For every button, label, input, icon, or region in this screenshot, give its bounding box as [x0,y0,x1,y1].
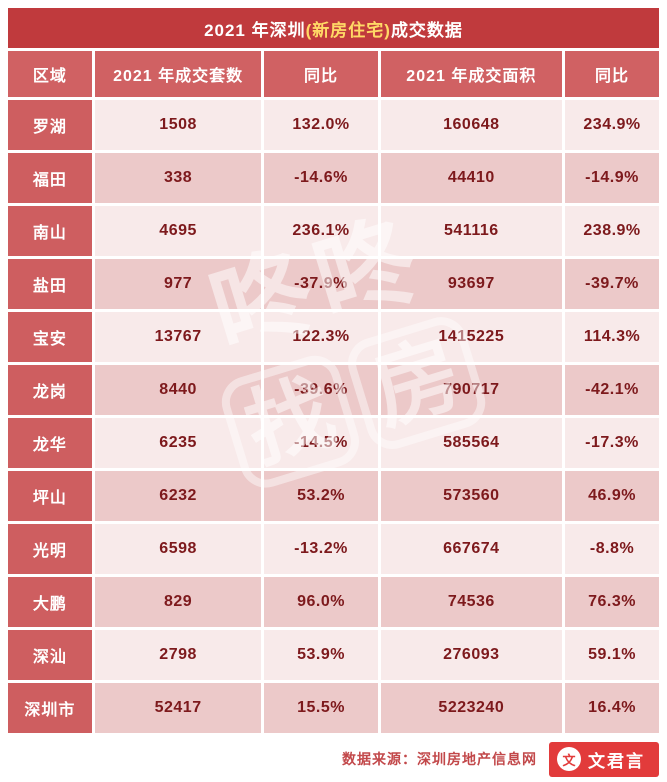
region-cell: 罗湖 [8,100,92,150]
area-yoy-cell: 46.9% [565,471,659,521]
region-cell: 宝安 [8,312,92,362]
area-cell: 790717 [380,365,563,415]
units-yoy-cell: 96.0% [264,577,378,627]
units-cell: 977 [94,259,262,309]
area-yoy-cell: 76.3% [565,577,659,627]
area-yoy-cell: 238.9% [565,206,659,256]
units-yoy-cell: -13.2% [264,524,378,574]
region-cell: 坪山 [8,471,92,521]
area-yoy-cell: 16.4% [565,683,659,733]
units-yoy-cell: -14.5% [264,418,378,468]
area-yoy-cell: -17.3% [565,418,659,468]
column-header-units: 2021 年成交套数 [94,51,262,97]
units-cell: 52417 [94,683,262,733]
region-cell: 盐田 [8,259,92,309]
author-logo-icon: 文 [557,747,581,771]
units-yoy-cell: -37.9% [264,259,378,309]
units-yoy-cell: 236.1% [264,206,378,256]
units-cell: 829 [94,577,262,627]
area-cell: 5223240 [380,683,563,733]
units-cell: 6232 [94,471,262,521]
data-source-label: 数据来源： [342,751,417,767]
area-cell: 1415225 [380,312,563,362]
area-cell: 276093 [380,630,563,680]
units-cell: 6235 [94,418,262,468]
region-cell: 龙华 [8,418,92,468]
area-yoy-cell: -42.1% [565,365,659,415]
region-cell: 深圳市 [8,683,92,733]
column-header-region: 区域 [8,51,92,97]
title-highlight: (新房住宅) [305,20,391,40]
units-cell: 13767 [94,312,262,362]
units-yoy-cell: 122.3% [264,312,378,362]
region-cell: 大鹏 [8,577,92,627]
region-cell: 南山 [8,206,92,256]
area-yoy-cell: -8.8% [565,524,659,574]
units-cell: 4695 [94,206,262,256]
area-yoy-cell: 234.9% [565,100,659,150]
area-cell: 585564 [380,418,563,468]
area-cell: 667674 [380,524,563,574]
author-name: 文君言 [588,751,645,771]
column-header-units-yoy: 同比 [264,51,378,97]
units-cell: 6598 [94,524,262,574]
region-cell: 光明 [8,524,92,574]
data-source-name: 深圳房地产信息网 [417,751,537,767]
area-cell: 573560 [380,471,563,521]
poster: 2021 年深圳 (新房住宅) 成交数据 区域 2021 年成交套数 同比 2021… [8,0,659,779]
data-grid: 区域 2021 年成交套数 同比 2021 年成交面积 同比 罗湖 1508 1… [8,51,659,733]
area-cell: 44410 [380,153,563,203]
title-suffix: 成交数据 [390,20,463,40]
area-yoy-cell: 59.1% [565,630,659,680]
area-cell: 160648 [380,100,563,150]
units-yoy-cell: 53.9% [264,630,378,680]
units-yoy-cell: 132.0% [264,100,378,150]
area-yoy-cell: -14.9% [565,153,659,203]
area-yoy-cell: 114.3% [565,312,659,362]
column-header-area-yoy: 同比 [565,51,659,97]
area-cell: 541116 [380,206,563,256]
area-cell: 93697 [380,259,563,309]
data-source: 数据来源：深圳房地产信息网 [342,749,537,769]
units-cell: 8440 [94,365,262,415]
units-yoy-cell: 53.2% [264,471,378,521]
units-yoy-cell: -39.6% [264,365,378,415]
units-yoy-cell: 15.5% [264,683,378,733]
region-cell: 深汕 [8,630,92,680]
author-badge: 文 文君言 [549,741,659,777]
units-cell: 1508 [94,100,262,150]
area-yoy-cell: -39.7% [565,259,659,309]
units-cell: 2798 [94,630,262,680]
area-cell: 74536 [380,577,563,627]
column-header-area: 2021 年成交面积 [380,51,563,97]
title-prefix: 2021 年深圳 [204,20,306,40]
footer: 数据来源：深圳房地产信息网 文 文君言 [8,739,659,779]
units-cell: 338 [94,153,262,203]
units-yoy-cell: -14.6% [264,153,378,203]
table-title: 2021 年深圳 (新房住宅) 成交数据 [8,8,659,48]
region-cell: 福田 [8,153,92,203]
region-cell: 龙岗 [8,365,92,415]
